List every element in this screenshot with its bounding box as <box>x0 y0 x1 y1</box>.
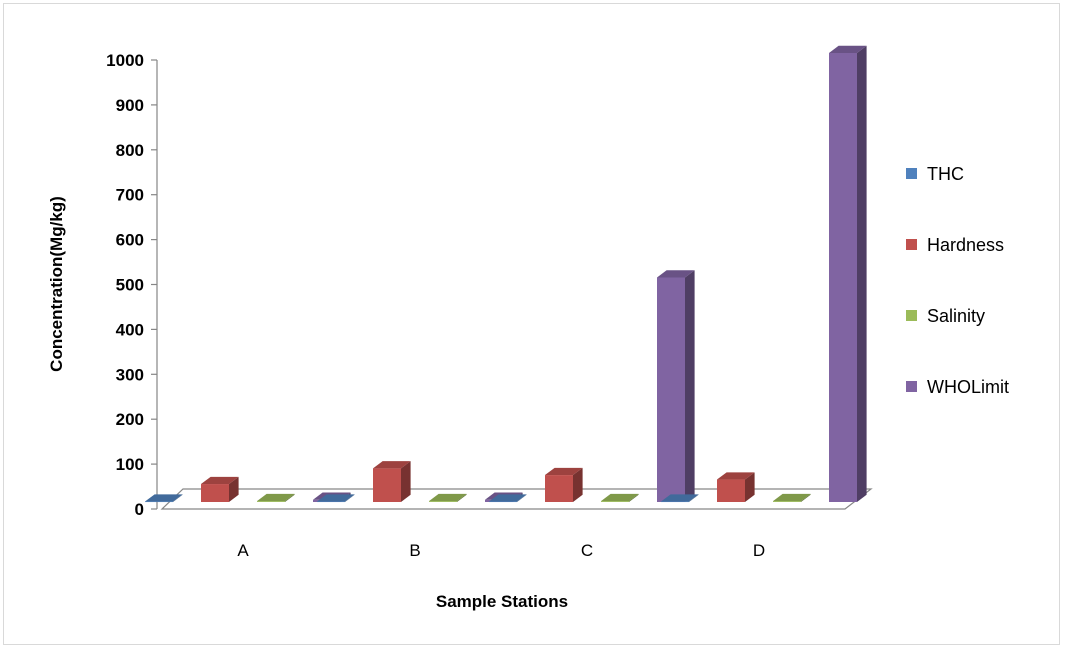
bar-front <box>657 277 685 502</box>
legend-item-thc: THC <box>906 164 964 184</box>
x-tick-label: A <box>237 541 249 560</box>
bar-front <box>829 53 857 502</box>
bar-front <box>317 501 345 503</box>
bar-front <box>717 479 745 502</box>
bar-hardness-b <box>373 461 411 502</box>
bar-front <box>373 468 401 502</box>
bar-front <box>429 501 457 502</box>
y-tick-label: 1000 <box>106 51 144 70</box>
bar-thc-b <box>317 494 355 503</box>
y-tick-label: 800 <box>116 141 144 160</box>
bar-front <box>545 475 573 502</box>
y-tick-label: 400 <box>116 320 144 339</box>
x-axis: A B C D <box>237 541 765 560</box>
bar-top <box>545 467 583 476</box>
bar-side <box>285 493 295 502</box>
bar-side <box>801 493 811 502</box>
bar-side <box>745 472 755 502</box>
y-tick-label: 0 <box>135 500 144 519</box>
legend-label: THC <box>927 164 964 184</box>
bar-side <box>457 493 467 502</box>
bar-side <box>517 494 527 502</box>
legend: THC Hardness Salinity WHOLimit <box>906 164 1009 397</box>
bar-hardness-d <box>717 472 755 502</box>
legend-label: Hardness <box>927 235 1004 255</box>
x-axis-title: Sample Stations <box>436 592 568 611</box>
bar-thc-c <box>489 494 527 503</box>
legend-swatch <box>906 310 917 321</box>
bar-thc-a <box>145 494 183 503</box>
y-tick-label: 600 <box>116 231 144 250</box>
y-tick-label: 500 <box>116 276 144 295</box>
bar-top <box>601 493 639 502</box>
legend-swatch <box>906 239 917 250</box>
bar-top <box>201 476 239 485</box>
bar-front <box>145 501 173 503</box>
bar-side <box>345 494 355 502</box>
bar-side <box>685 270 695 502</box>
bar-top <box>717 472 755 480</box>
legend-item-salinity: Salinity <box>906 306 985 326</box>
bar-thc-d <box>661 494 699 503</box>
legend-item-wholimit: WHOLimit <box>906 377 1009 397</box>
bar-side <box>229 476 239 502</box>
bar-front <box>257 501 285 502</box>
bar-top <box>317 494 355 502</box>
chart-frame <box>3 3 1060 645</box>
bar-top <box>661 494 699 502</box>
legend-label: WHOLimit <box>927 377 1009 397</box>
bar-top <box>829 45 867 53</box>
legend-label: Salinity <box>927 306 985 326</box>
bar-front <box>773 501 801 502</box>
y-tick-label: 200 <box>116 410 144 429</box>
y-tick-label: 300 <box>116 365 144 384</box>
bar-top <box>257 493 295 502</box>
bars <box>145 45 867 503</box>
legend-swatch <box>906 168 917 179</box>
legend-item-hardness: Hardness <box>906 235 1004 255</box>
y-axis: 0 100 200 300 400 500 600 700 800 900 1000 <box>106 51 158 519</box>
bar-hardness-c <box>545 467 583 502</box>
bar-side <box>629 493 639 502</box>
bar-top <box>773 493 811 502</box>
bar-front <box>601 501 629 502</box>
bar-top <box>657 270 695 278</box>
bar-wholimit-d <box>829 45 867 503</box>
y-tick-label: 700 <box>116 186 144 205</box>
bar-wholimit-c <box>657 270 695 502</box>
legend-swatch <box>906 381 917 392</box>
bar-top <box>145 494 183 502</box>
bar-front <box>661 501 689 503</box>
bar-side <box>857 45 867 503</box>
bar-side <box>689 494 699 502</box>
x-tick-label: D <box>753 541 765 560</box>
bar-side <box>401 461 411 502</box>
x-tick-label: B <box>409 541 420 560</box>
y-tick-label: 900 <box>116 96 144 115</box>
y-axis-title: Concentration(Mg/kg) <box>47 196 66 372</box>
x-tick-label: C <box>581 541 593 560</box>
bar-salinity-a <box>257 493 295 502</box>
bar-front <box>489 501 517 503</box>
bar-side <box>173 494 183 502</box>
bar-salinity-b <box>429 493 467 502</box>
bar-salinity-d <box>773 493 811 502</box>
y-tick-label: 100 <box>116 455 144 474</box>
bar-side <box>573 467 583 502</box>
bar-front <box>201 484 229 502</box>
bar-top <box>489 494 527 502</box>
bar-hardness-a <box>201 476 239 502</box>
bar-top <box>373 461 411 469</box>
bar-salinity-c <box>601 493 639 502</box>
bar-top <box>429 493 467 502</box>
